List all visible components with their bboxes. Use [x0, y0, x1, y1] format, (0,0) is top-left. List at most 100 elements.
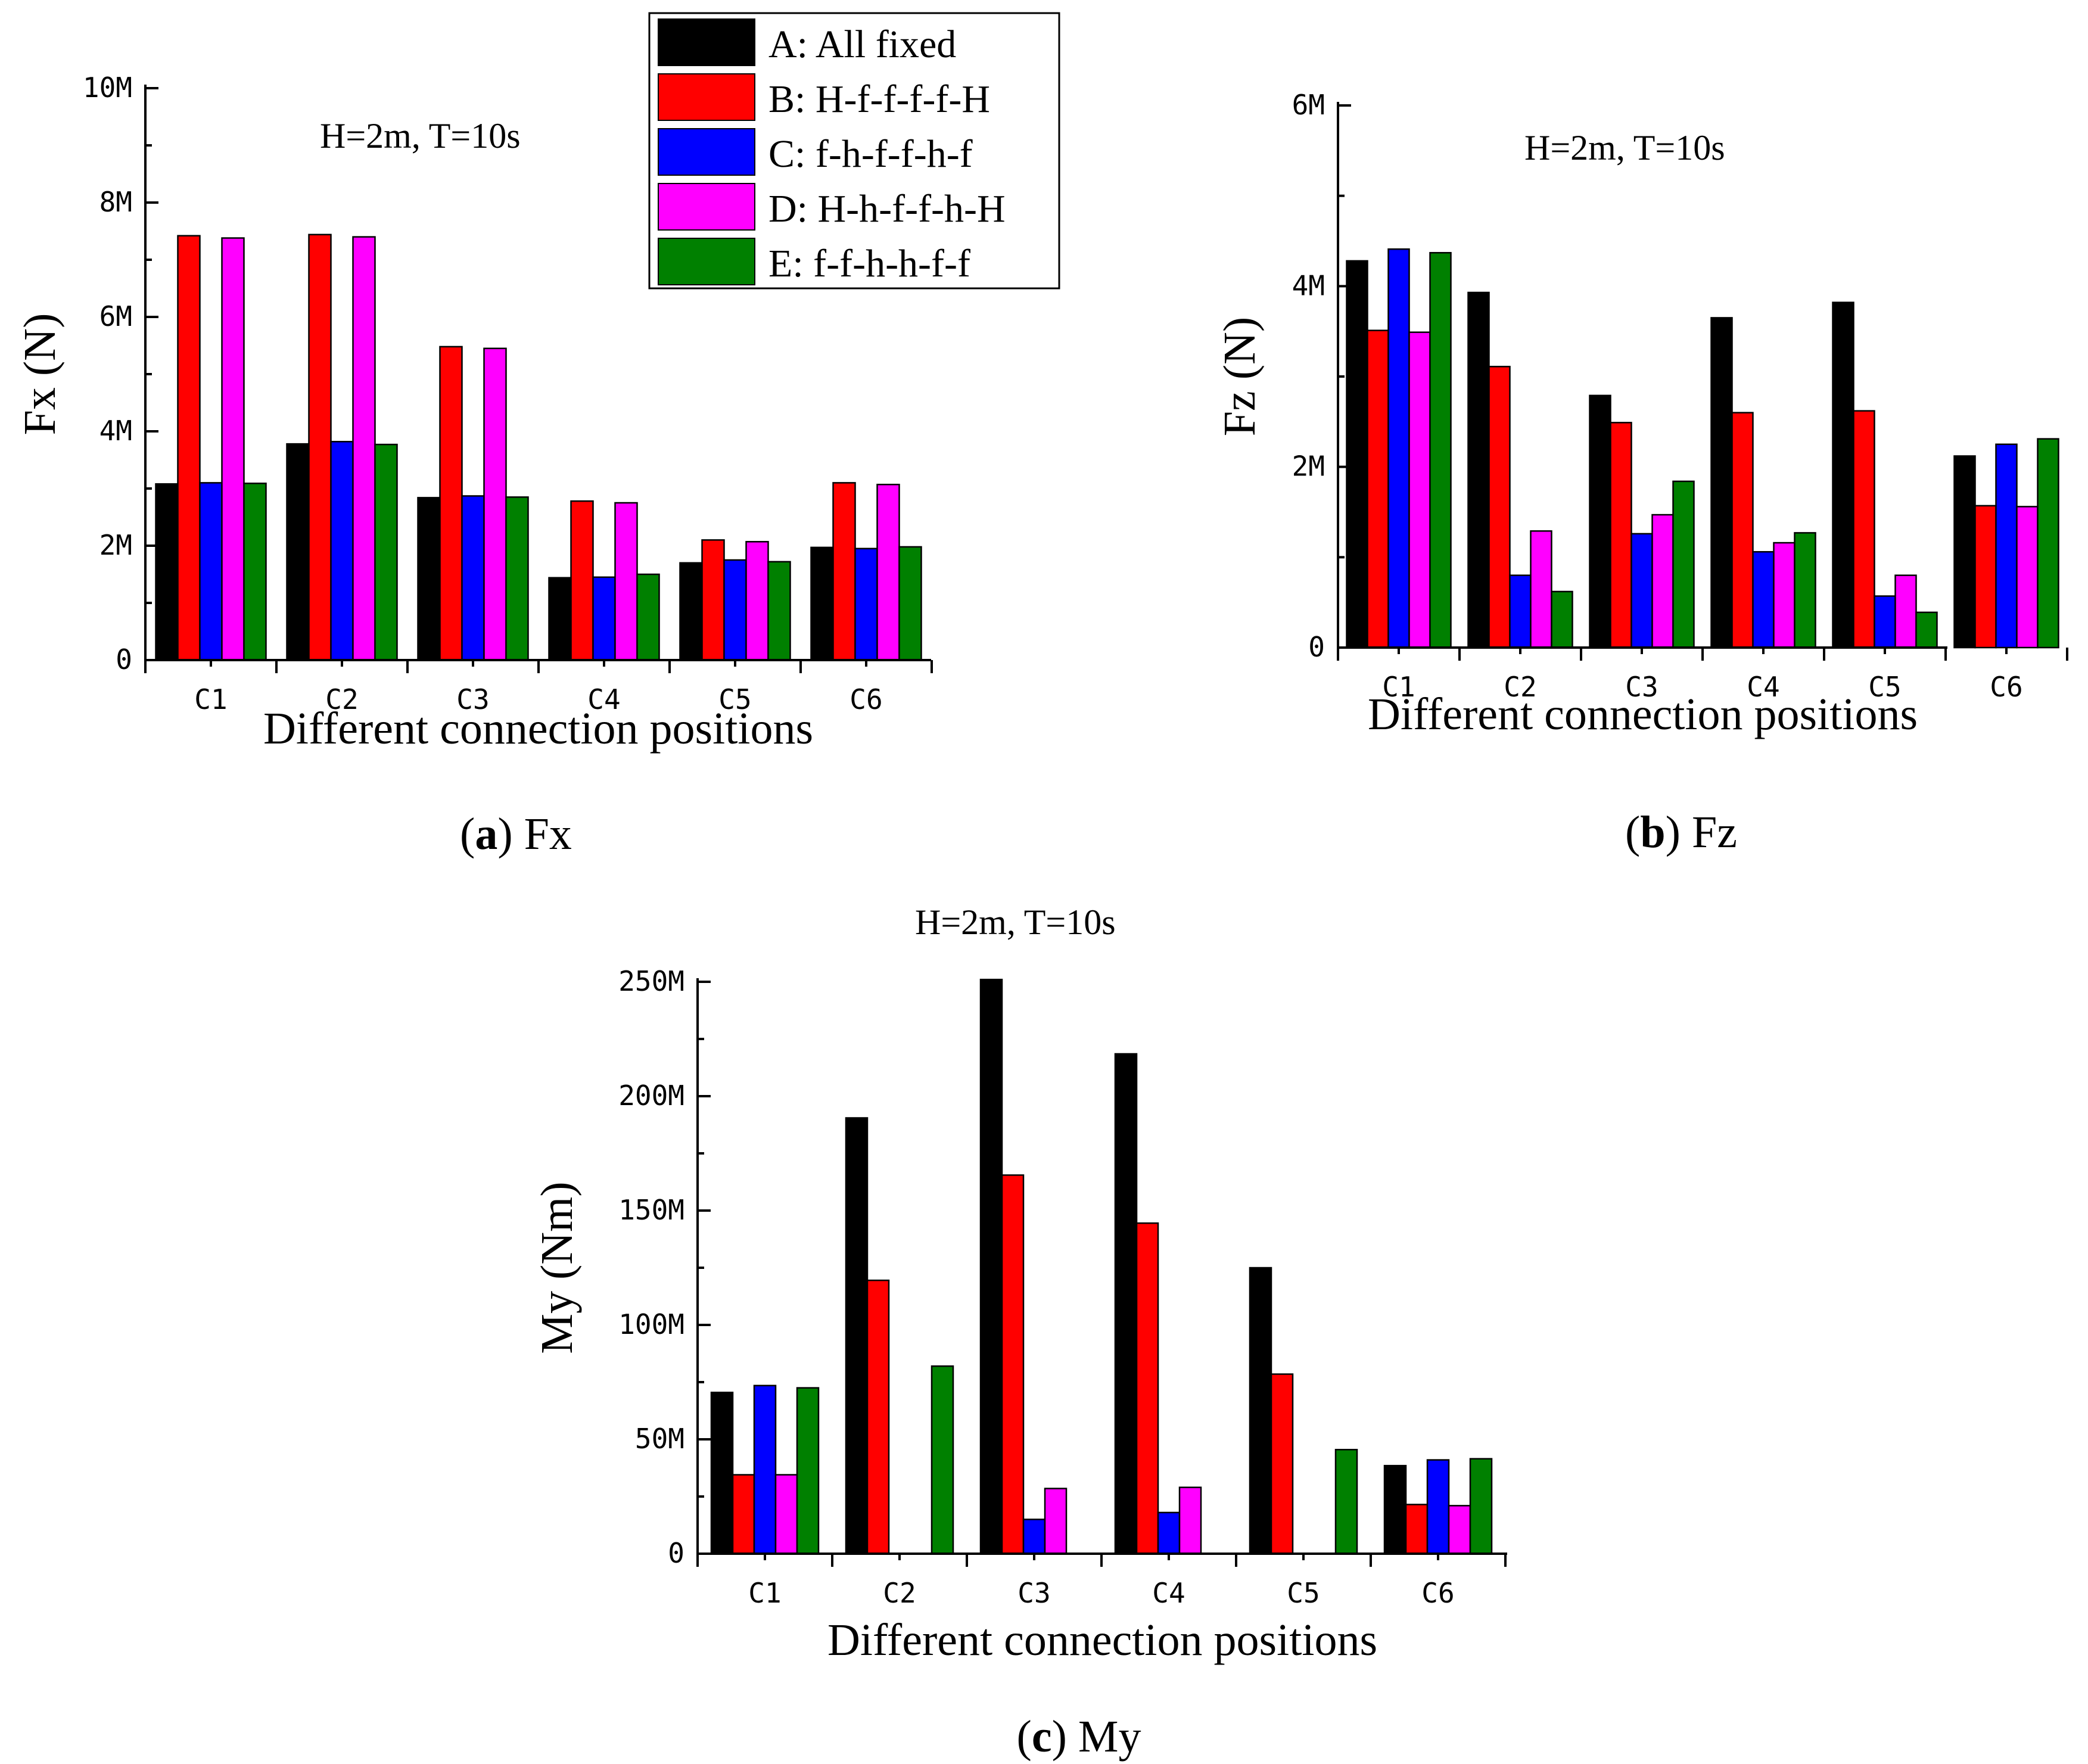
- legend-swatch-c: [658, 128, 755, 176]
- x-tick-label-b: C3: [1625, 671, 1658, 703]
- legend-swatch-b: [658, 73, 755, 121]
- bar-a-c-c3: [461, 495, 485, 661]
- bar-b-c-c3: [1630, 533, 1653, 649]
- bar-a-b-c3: [439, 346, 463, 661]
- bar-a-d-c2: [352, 236, 376, 661]
- x-tick-label-c: C2: [883, 1577, 916, 1609]
- caption-a: (a) Fx: [460, 809, 572, 859]
- panel-c-my-chart: 0 50M 100M 150M 200M 250M C1 C2 C3 C4 C5 C6 H=2m, T=…: [532, 903, 1507, 1762]
- bar-b-e-c4: [1794, 532, 1816, 649]
- bar-b-a-c6: [1953, 455, 1976, 649]
- caption-b: (b) Fz: [1625, 807, 1737, 857]
- bar-a-e-c4: [636, 573, 660, 661]
- bar-c-a-c5: [1249, 1267, 1272, 1555]
- panel-a-fx-chart: 0 2M 4M 6M 8M 10M C1 C2 C3 C4 C5 C6 H=2m, T=10s Diffe…: [15, 71, 933, 859]
- x-tick-label-c: C3: [1017, 1577, 1050, 1609]
- bar-c-d-c1: [774, 1474, 798, 1555]
- bar-c-e-c6: [1469, 1458, 1493, 1555]
- x-tick-label-c: C5: [1287, 1577, 1320, 1609]
- bar-c-e-c2: [931, 1365, 954, 1555]
- bar-b-b-c6: [1974, 505, 1997, 649]
- y-tick-label-c: 250M: [618, 965, 684, 997]
- x-axis-title-c: Different connection positions: [827, 1615, 1377, 1665]
- x-tick-label-a: C5: [718, 683, 751, 715]
- x-tick-label-a: C3: [456, 683, 489, 715]
- y-tick-label-b: 6M: [1292, 89, 1325, 121]
- bar-a-c-c2: [330, 441, 354, 661]
- bar-a-a-c3: [417, 497, 441, 661]
- bar-a-c-c6: [854, 547, 878, 661]
- bar-a-e-c1: [243, 483, 267, 661]
- y-tick-label-a: 10M: [83, 71, 132, 104]
- annotation-b: H=2m, T=10s: [1524, 128, 1725, 167]
- bar-b-b-c5: [1853, 410, 1875, 649]
- bar-c-b-c6: [1405, 1504, 1429, 1555]
- bar-b-e-c6: [2037, 438, 2059, 649]
- bar-c-b-c2: [866, 1279, 890, 1555]
- bar-b-a-c1: [1346, 260, 1368, 649]
- bar-a-b-c2: [308, 234, 332, 661]
- bar-b-b-c2: [1488, 366, 1511, 649]
- y-tick-label-c: 50M: [635, 1423, 684, 1455]
- y-tick-label-b: 4M: [1292, 269, 1325, 301]
- bar-c-b-c5: [1270, 1373, 1294, 1555]
- x-tick-label-c: C4: [1152, 1577, 1185, 1609]
- legend-label-e: E: f-f-h-h-f-f: [768, 242, 970, 285]
- x-tick-label-b: C4: [1747, 671, 1779, 703]
- bar-a-e-c5: [767, 561, 791, 661]
- x-tick-label-c: C6: [1421, 1577, 1454, 1609]
- legend-swatch-d: [658, 183, 755, 231]
- bar-b-d-c6: [2016, 506, 2039, 649]
- bar-b-c-c6: [1995, 443, 2018, 649]
- y-tick-label-a: 4M: [99, 415, 132, 447]
- y-tick-label-a: 8M: [99, 186, 132, 218]
- x-tick-label-b: C2: [1504, 671, 1536, 703]
- bar-a-d-c3: [483, 347, 507, 661]
- bar-b-e-c2: [1551, 590, 1573, 649]
- bar-c-d-c3: [1044, 1488, 1068, 1555]
- bar-c-b-c3: [1001, 1174, 1025, 1555]
- bar-c-d-c6: [1448, 1505, 1471, 1555]
- bar-b-d-c4: [1773, 542, 1796, 649]
- bar-b-d-c2: [1530, 530, 1552, 649]
- bar-b-b-c1: [1367, 329, 1389, 649]
- y-tick-label-c: 150M: [618, 1194, 684, 1226]
- y-tick-label-a: 0: [116, 643, 132, 676]
- bar-c-a-c2: [845, 1117, 869, 1555]
- bar-a-b-c1: [177, 235, 201, 661]
- y-axis-title-a: Fx (N): [15, 313, 65, 435]
- bar-b-c-c5: [1874, 595, 1896, 649]
- x-tick-label-a: C6: [849, 683, 882, 715]
- bar-a-d-c1: [221, 237, 245, 661]
- x-tick-label-a: C2: [325, 683, 358, 715]
- bar-c-d-c4: [1178, 1486, 1202, 1555]
- y-axis-title-b: Fz (N): [1215, 317, 1265, 437]
- x-tick-label-a: C4: [587, 683, 620, 715]
- bar-a-e-c2: [374, 443, 398, 661]
- bar-a-b-c5: [701, 539, 725, 661]
- bar-c-b-c4: [1135, 1222, 1159, 1555]
- bar-b-b-c4: [1731, 412, 1754, 649]
- legend-label-c: C: f-h-f-f-h-f: [768, 132, 973, 176]
- bar-a-d-c6: [876, 484, 900, 661]
- x-axis-title-a: Different connection positions: [263, 704, 813, 754]
- bar-c-e-c5: [1334, 1449, 1358, 1555]
- y-tick-label-a: 6M: [99, 300, 132, 332]
- bar-b-d-c1: [1408, 331, 1431, 649]
- bar-a-a-c1: [155, 483, 179, 661]
- bar-a-e-c3: [505, 496, 529, 661]
- bar-a-a-c5: [679, 562, 703, 661]
- bar-a-e-c6: [898, 546, 922, 661]
- bar-b-d-c3: [1651, 514, 1674, 649]
- y-tick-label-b: 0: [1308, 631, 1325, 663]
- bar-a-b-c6: [832, 482, 856, 661]
- x-tick-label-b: C5: [1868, 671, 1901, 703]
- bar-a-a-c6: [810, 546, 834, 661]
- legend-label-b: B: H-f-f-f-f-H: [768, 77, 990, 121]
- y-tick-label-c: 200M: [618, 1079, 684, 1112]
- legend-swatch-a: [658, 18, 755, 66]
- bar-a-d-c5: [745, 541, 769, 661]
- bar-c-c-c4: [1157, 1511, 1181, 1555]
- bar-c-a-c4: [1114, 1053, 1138, 1555]
- bar-a-a-c4: [548, 577, 572, 661]
